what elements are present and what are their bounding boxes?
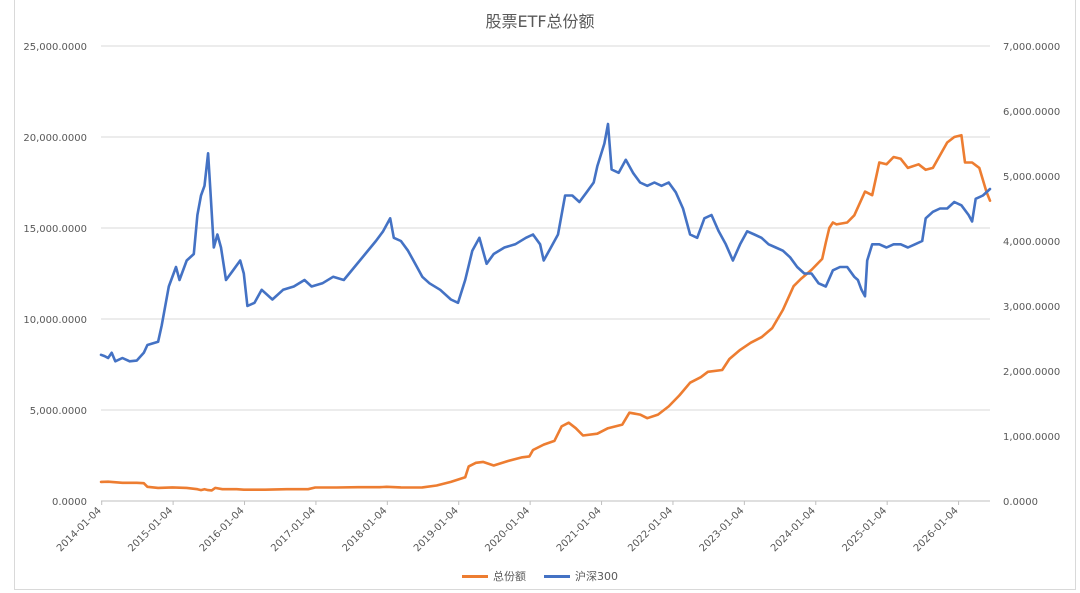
y-axis-right: 0.0000 1,000.0000 2,000.0000 3,000.0000 4,00… xyxy=(1003,42,1060,508)
x-tick-label: 2021-01-04 xyxy=(555,505,604,554)
x-tick-label: 2019-01-04 xyxy=(412,505,461,554)
legend-label-csi300: 沪深300 xyxy=(575,570,618,583)
legend-swatch-csi300 xyxy=(544,574,570,578)
x-tick-label: 2017-01-04 xyxy=(269,505,318,554)
x-tick-label: 2024-01-04 xyxy=(769,505,818,554)
x-tick-label: 2018-01-04 xyxy=(341,505,390,554)
y-left-tick-label: 5,000.0000 xyxy=(30,406,87,417)
y-right-tick-label: 3,000.0000 xyxy=(1003,302,1060,313)
y-axis-left: 0.0000 5,000.0000 10,000.0000 15,000.0000 20… xyxy=(23,42,87,508)
legend-item-csi300[interactable]: 沪深300 xyxy=(544,568,618,584)
y-left-tick-label: 15,000.0000 xyxy=(23,224,87,235)
x-tick-label: 2020-01-04 xyxy=(483,505,532,554)
x-tick-label: 2023-01-04 xyxy=(698,505,747,554)
gridlines xyxy=(101,45,990,502)
legend: 总份额 沪深300 xyxy=(0,567,1080,585)
y-right-tick-label: 7,000.0000 xyxy=(1003,42,1060,53)
y-right-tick-label: 6,000.0000 xyxy=(1003,107,1060,118)
x-tick-label: 2022-01-04 xyxy=(626,505,675,554)
y-right-tick-label: 2,000.0000 xyxy=(1003,367,1060,378)
x-tick-label: 2014-01-04 xyxy=(55,505,104,554)
x-tick-label: 2025-01-04 xyxy=(840,505,889,554)
x-axis: 2014-01-04 2015-01-04 2016-01-04 2017-01-04… xyxy=(55,500,990,554)
y-left-tick-label: 0.0000 xyxy=(52,497,87,508)
y-right-tick-label: 5,000.0000 xyxy=(1003,172,1060,183)
chart-frame xyxy=(14,0,1076,590)
series-line-csi300 xyxy=(99,122,992,363)
y-right-tick-label: 0.0000 xyxy=(1003,497,1038,508)
y-left-tick-label: 10,000.0000 xyxy=(23,315,87,326)
legend-swatch-total-shares xyxy=(462,574,488,578)
y-left-tick-label: 20,000.0000 xyxy=(23,133,87,144)
y-left-tick-label: 25,000.0000 xyxy=(23,42,87,53)
legend-label-total-shares: 总份额 xyxy=(493,570,526,583)
legend-item-total-shares[interactable]: 总份额 xyxy=(462,568,526,584)
series-line-total-shares xyxy=(99,133,992,492)
y-right-tick-label: 4,000.0000 xyxy=(1003,237,1060,248)
chart-title: 股票ETF总份额 xyxy=(485,12,595,31)
x-tick-label: 2015-01-04 xyxy=(126,505,175,554)
y-right-tick-label: 1,000.0000 xyxy=(1003,432,1060,443)
x-tick-label: 2026-01-04 xyxy=(912,505,961,554)
x-tick-label: 2016-01-04 xyxy=(198,505,247,554)
series-lines xyxy=(99,122,992,492)
